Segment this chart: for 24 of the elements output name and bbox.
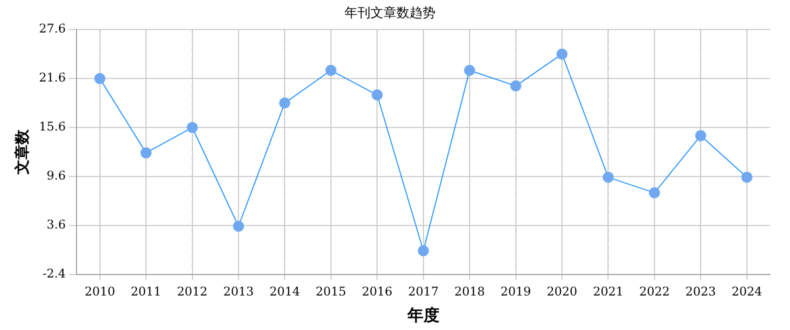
y-tick-label: 9.6 [46,168,66,183]
x-axis-title: 年度 [406,306,440,325]
y-tick-label: -2.4 [42,266,66,281]
x-tick-label: 2023 [685,284,716,299]
x-tick-label: 2016 [362,284,392,299]
x-tick-label: 2024 [732,284,763,299]
x-tick-label: 2011 [130,284,162,299]
x-tick-label: 2015 [316,284,346,299]
x-tick-label: 2019 [500,284,532,299]
x-tick-label: 2013 [223,284,254,299]
x-tick-label: 2010 [84,284,116,299]
x-tick-label: 2021 [592,284,624,299]
y-tick-label: 3.6 [46,218,66,232]
x-tick-label: 2022 [639,284,670,299]
chart-title: 年刊文章数趋势 [344,6,436,22]
x-tick-label: 2012 [176,284,208,299]
x-tick-label: 2017 [408,284,439,299]
x-tick-label: 2018 [454,284,485,299]
x-tick-label: 2014 [269,284,300,299]
y-tick-label: 27.6 [39,22,66,36]
y-tick-label: 15.6 [39,120,66,134]
y-tick-label: 21.6 [39,70,66,85]
y-axis-title: 文章数 [12,128,31,176]
x-tick-label: 2020 [546,284,578,299]
